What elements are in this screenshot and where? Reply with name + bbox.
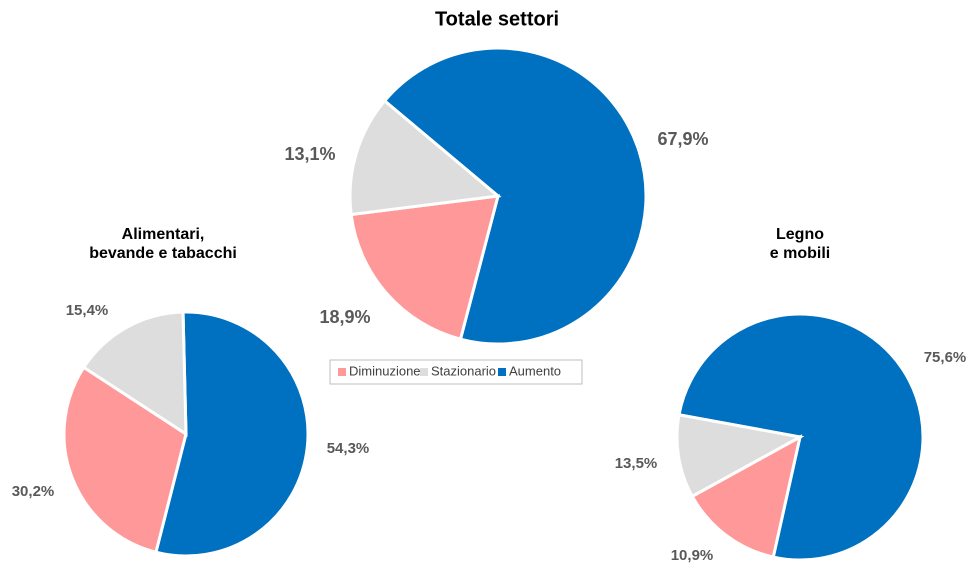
data-label: 10,9%: [671, 547, 714, 564]
chart-title: Legno: [776, 226, 824, 243]
data-label: 75,6%: [924, 349, 967, 366]
data-label: 30,2%: [12, 483, 55, 500]
chart-title: Alimentari,: [122, 226, 205, 243]
data-label: 54,3%: [327, 440, 370, 457]
legend-label: Diminuzione: [349, 363, 421, 378]
pie-slice: [154, 310, 310, 558]
chart-title: bevande e tabacchi: [89, 245, 237, 262]
legend-swatch: [420, 368, 428, 376]
pie-slice: [675, 413, 805, 499]
pie-slice: [348, 98, 502, 217]
pie-slice: [81, 310, 188, 437]
legend-box: [329, 359, 583, 385]
data-label: 13,5%: [615, 455, 658, 472]
legend-swatch: [338, 368, 346, 376]
legend-swatch: [498, 368, 506, 376]
pie-slice: [690, 434, 803, 559]
data-label: 18,9%: [319, 307, 370, 327]
pie-slice: [382, 46, 648, 346]
pie-slice: [62, 365, 188, 555]
legend-label: Aumento: [509, 363, 561, 378]
data-label: 67,9%: [657, 129, 708, 149]
pie-slice: [349, 194, 501, 341]
chart-title: Totale settori: [435, 8, 559, 30]
data-label: 15,4%: [66, 302, 109, 319]
data-label: 13,1%: [284, 144, 335, 164]
chart-title: e mobili: [770, 245, 830, 262]
legend-label: Stazionario: [431, 363, 496, 378]
